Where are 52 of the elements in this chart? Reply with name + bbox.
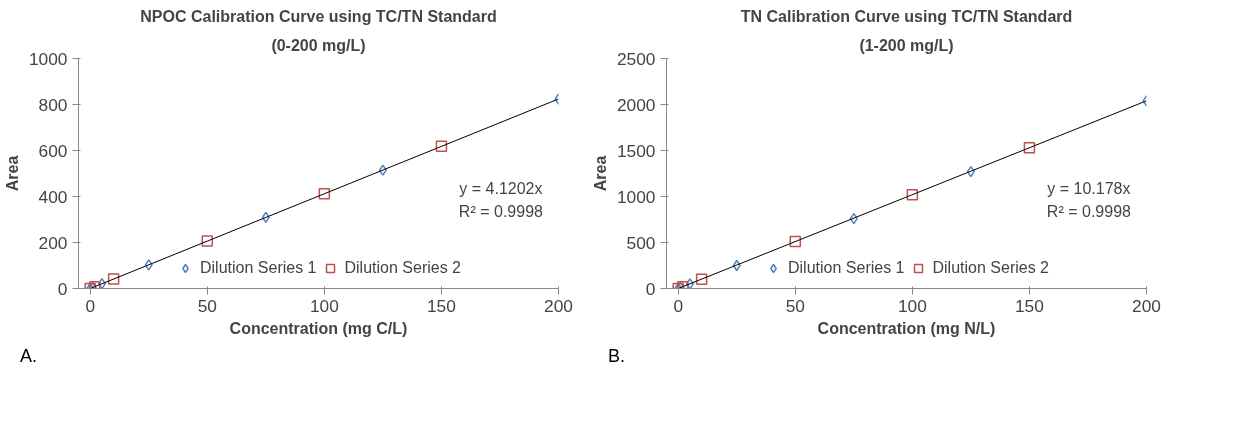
- x-axis-title: Concentration (mg N/L): [817, 319, 996, 337]
- x-tick-label: 50: [197, 295, 217, 316]
- x-tick-label: 0: [85, 295, 96, 316]
- x-tick-label: 100: [897, 295, 927, 316]
- y-axis-title: Area: [3, 155, 21, 192]
- y-tick-label: 2500: [616, 48, 656, 69]
- x-tick-label: 50: [785, 295, 805, 316]
- x-tick-label: 150: [1014, 295, 1044, 316]
- point: [435, 140, 448, 153]
- annotation: y = 4.1202x: [459, 179, 543, 197]
- annotation: R² = 0.9998: [1046, 202, 1132, 220]
- y-tick-label: 0: [645, 278, 656, 299]
- legend-label: Dilution Series 2: [932, 259, 1049, 277]
- point: [685, 278, 694, 289]
- text: B.: [608, 345, 626, 368]
- annotation: y = 10.178x: [1047, 179, 1131, 197]
- point: [695, 273, 708, 286]
- annotation: R² = 0.9998: [458, 202, 544, 220]
- y-tick-label: 500: [626, 232, 656, 253]
- legend-label: Dilution Series 1: [200, 259, 317, 277]
- y-axis-title: Area: [591, 155, 609, 192]
- text: A.: [20, 345, 38, 368]
- point: [789, 235, 802, 248]
- chart-title: TN Calibration Curve using TC/TN Standard: [740, 7, 1073, 25]
- chart-subtitle: (1-200 mg/L): [859, 36, 954, 54]
- point: [906, 188, 919, 201]
- point: [97, 277, 106, 289]
- y-tick-label: 200: [38, 232, 68, 253]
- y-tick-label: 1500: [616, 140, 656, 161]
- legend-label: Dilution Series 1: [788, 259, 905, 277]
- point: [107, 273, 120, 285]
- chart-title: NPOC Calibration Curve using TC/TN Standard: [140, 7, 497, 25]
- x-tick-label: 200: [544, 295, 573, 316]
- x-tick-label: 200: [1132, 295, 1161, 316]
- point: [378, 164, 387, 176]
- point: [201, 235, 214, 247]
- legend-label: Dilution Series 2: [344, 259, 461, 277]
- x-tick-label: 150: [426, 295, 456, 316]
- y-tick-label: 800: [38, 94, 68, 115]
- x-tick-label: 100: [309, 295, 339, 316]
- point: [1023, 141, 1036, 154]
- chart-subtitle: (0-200 mg/L): [271, 36, 366, 54]
- x-tick-label: 0: [673, 295, 684, 316]
- y-tick-label: 2000: [616, 94, 656, 115]
- y-tick-label: 0: [57, 278, 68, 299]
- x-axis-title: Concentration (mg C/L): [229, 319, 408, 337]
- y-tick-label: 400: [38, 186, 68, 207]
- y-tick-label: 1000: [616, 186, 656, 207]
- point: [144, 259, 153, 271]
- y-tick-label: 1000: [28, 48, 68, 69]
- point: [318, 187, 331, 200]
- y-tick-label: 600: [38, 140, 68, 161]
